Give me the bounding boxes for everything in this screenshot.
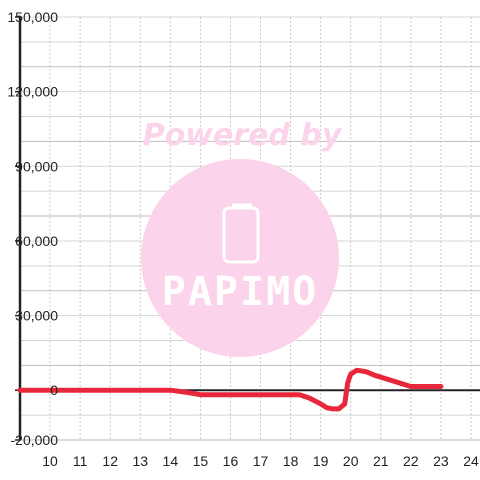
x-tick-label: 23	[433, 453, 449, 469]
y-tick-label: 90,000	[15, 158, 58, 174]
grid	[20, 16, 480, 441]
watermark: Powered by PAPIMO	[141, 118, 343, 357]
y-tick-label: -20,000	[11, 432, 59, 448]
x-tick-label: 16	[223, 453, 239, 469]
x-tick-label: 15	[193, 453, 209, 469]
x-tick-label: 19	[313, 453, 329, 469]
y-tick-label: 30,000	[15, 308, 58, 324]
watermark-circle	[141, 159, 339, 357]
series-line-0	[17, 367, 444, 412]
x-tick-label: 22	[403, 453, 419, 469]
tick-labels: -20,000 0 30,000 60,000 90,000 120,000 150,000…	[7, 9, 479, 469]
x-tick-label: 10	[42, 453, 58, 469]
phone-icon	[222, 203, 260, 264]
y-tick-label: 60,000	[15, 233, 58, 249]
series-layer	[17, 367, 444, 412]
x-tick-label: 18	[283, 453, 299, 469]
x-tick-label: 24	[463, 453, 479, 469]
x-tick-label: 11	[73, 453, 88, 469]
x-tick-label: 12	[102, 453, 118, 469]
watermark-powered-by: Powered by	[143, 118, 343, 153]
y-tick-label: 120,000	[7, 84, 58, 100]
x-tick-label: 13	[132, 453, 148, 469]
x-tick-label: 20	[343, 453, 359, 469]
x-tick-label: 21	[373, 453, 389, 469]
x-tick-label: 14	[163, 453, 179, 469]
watermark-brand: PAPIMO	[162, 269, 319, 315]
y-tick-label: 150,000	[7, 9, 58, 25]
y-tick-label: 0	[50, 382, 58, 398]
x-tick-label: 17	[253, 453, 269, 469]
